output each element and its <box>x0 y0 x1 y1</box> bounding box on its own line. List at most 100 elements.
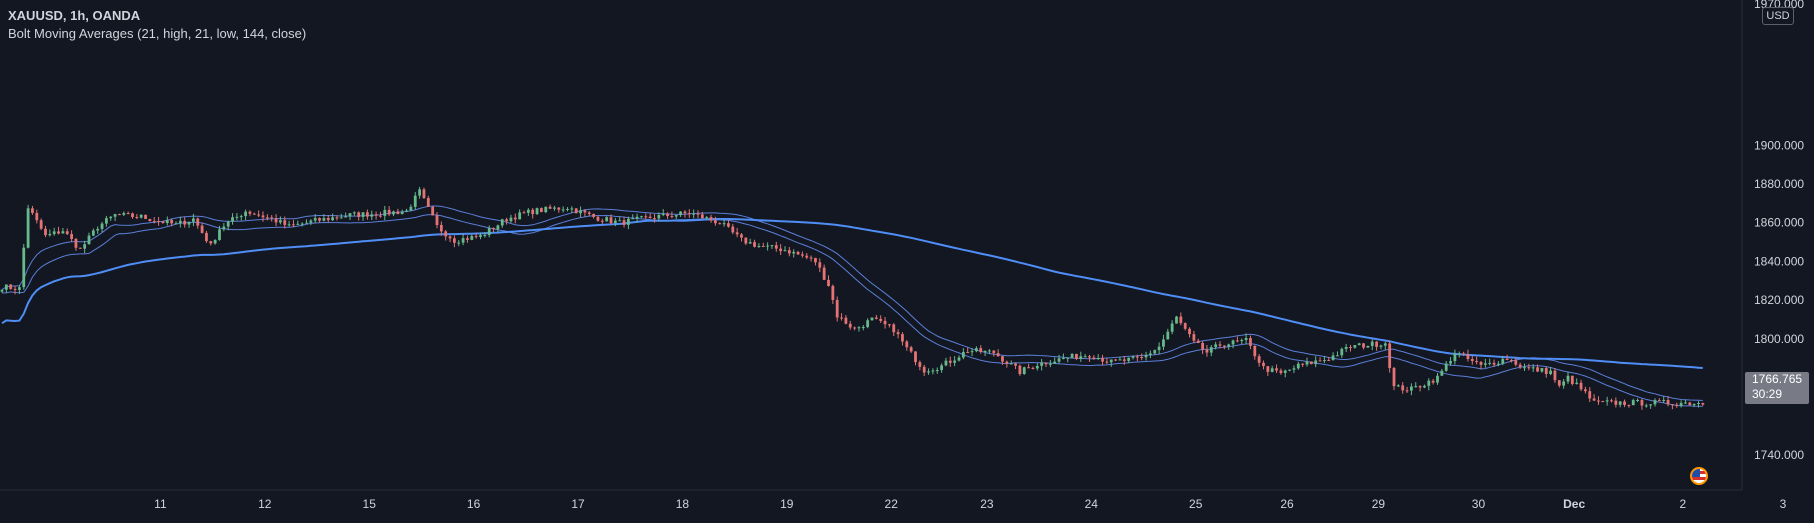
candle <box>270 215 274 222</box>
candle <box>1362 342 1365 350</box>
candle <box>1684 399 1687 405</box>
candle-body <box>657 215 661 219</box>
candle-body <box>1370 341 1374 346</box>
candle <box>1597 396 1600 405</box>
candle-body <box>213 240 217 244</box>
candle <box>174 221 178 225</box>
candle-body <box>431 206 435 216</box>
candle <box>1031 366 1035 370</box>
candle <box>1162 334 1165 351</box>
price-axis[interactable]: 1970.000 1900.000 1880.000 1860.000 1840.000… <box>1741 0 1804 490</box>
time-tick-label: 29 <box>1372 497 1386 511</box>
candle-body <box>1318 360 1322 362</box>
candle-body <box>144 214 147 219</box>
time-tick-label: 30 <box>1472 497 1486 511</box>
candle-body <box>618 220 622 222</box>
time-tick-label: 18 <box>676 497 690 511</box>
candle-body <box>1405 390 1409 392</box>
candle-body <box>1549 370 1552 374</box>
candle-body <box>779 248 783 252</box>
candle <box>1349 344 1352 352</box>
candle <box>840 313 843 321</box>
candle <box>148 218 152 222</box>
candle <box>1483 358 1487 368</box>
candle <box>592 213 595 219</box>
candle-body <box>1201 343 1204 350</box>
chart-legend[interactable]: XAUUSD, 1h, OANDA Bolt Moving Averages (… <box>8 7 306 43</box>
candle <box>1353 345 1357 349</box>
candle <box>1144 351 1148 361</box>
candle-body <box>1031 367 1035 369</box>
candle-body <box>470 236 474 240</box>
candle <box>396 208 400 215</box>
candle <box>901 332 904 346</box>
candle <box>1283 369 1287 378</box>
candle <box>1531 364 1535 372</box>
candle-body <box>1540 368 1544 372</box>
candle-body <box>579 210 582 214</box>
candle-body <box>1383 343 1387 346</box>
candle-body <box>1231 340 1235 345</box>
candle-body <box>1035 365 1039 369</box>
candle <box>1514 357 1518 367</box>
candle <box>1122 355 1126 365</box>
candle <box>348 212 352 220</box>
candle <box>526 208 530 216</box>
candle-body <box>496 225 500 230</box>
candle <box>248 210 252 217</box>
candle <box>435 212 439 229</box>
candle-body <box>526 209 530 213</box>
candle <box>805 253 809 260</box>
candle-body <box>461 238 465 243</box>
candle <box>1657 398 1661 402</box>
candle <box>48 229 52 237</box>
candle-body <box>1514 360 1518 365</box>
candle <box>74 238 78 251</box>
time-axis[interactable]: 11 12 15 16 17 18 19 22 23 24 25 26 29 30 Dec 2 3 <box>0 489 1787 511</box>
candle-body <box>1353 345 1357 348</box>
candle <box>1053 357 1057 364</box>
candle <box>1340 347 1344 358</box>
candle-body <box>366 212 369 217</box>
candle-body <box>1401 385 1405 391</box>
price-tick-label: 1820.000 <box>1754 293 1804 307</box>
candle-body <box>1588 391 1592 399</box>
candle <box>1266 366 1270 376</box>
candle <box>22 243 26 290</box>
candle-body <box>13 288 17 290</box>
candle <box>1205 345 1209 357</box>
currency-badge[interactable]: USD <box>1762 7 1794 25</box>
candle <box>1331 352 1335 361</box>
time-tick-label: 22 <box>885 497 899 511</box>
candle <box>300 222 304 227</box>
candle <box>96 226 100 234</box>
price-tick-label: 1860.000 <box>1754 216 1804 230</box>
candle-body <box>1492 362 1496 365</box>
candle <box>1510 359 1513 363</box>
candle <box>492 227 495 232</box>
us-flag-icon[interactable] <box>1690 467 1708 485</box>
candle-body <box>1483 363 1487 365</box>
candle-body <box>35 212 39 221</box>
candle-body <box>853 327 856 329</box>
candle <box>848 320 852 330</box>
indicator-title[interactable]: Bolt Moving Averages (21, high, 21, low,… <box>8 26 307 41</box>
candle-body <box>118 214 121 216</box>
symbol-title[interactable]: XAUUSD, 1h, OANDA <box>8 8 141 23</box>
candle <box>870 317 874 321</box>
candle <box>735 227 739 238</box>
candle <box>1396 384 1400 388</box>
candle-body <box>1649 404 1653 406</box>
candle-body <box>1375 341 1378 347</box>
candle-body <box>935 370 939 372</box>
candle <box>905 340 909 351</box>
candle <box>1096 354 1100 361</box>
candle-body <box>979 348 983 353</box>
candle <box>1679 400 1683 408</box>
candle-body <box>457 242 461 244</box>
candle <box>1209 344 1213 357</box>
candle <box>1170 320 1174 335</box>
candle-body <box>1214 344 1218 348</box>
